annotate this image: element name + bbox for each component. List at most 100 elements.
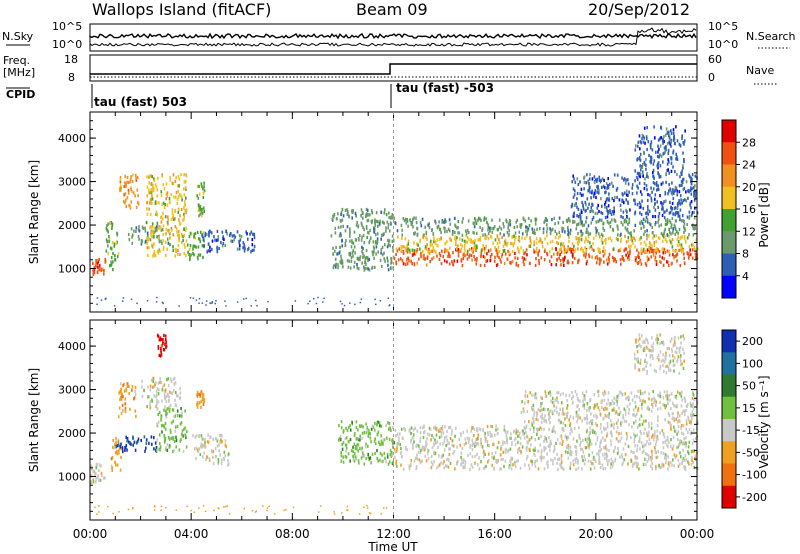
velocity-cell <box>556 461 558 465</box>
power-cell <box>651 244 653 248</box>
power-cell <box>204 231 207 235</box>
power-cell <box>569 232 572 236</box>
power-cell <box>389 216 392 220</box>
velocity-cell <box>613 401 616 405</box>
power-cell <box>626 215 628 219</box>
power-cell <box>445 219 447 224</box>
velocity-cell <box>472 426 474 430</box>
velocity-cell <box>550 399 552 403</box>
power-cell <box>659 175 662 179</box>
power-cell <box>639 164 641 168</box>
power-cell <box>567 225 569 230</box>
power-cell <box>441 249 443 253</box>
velocity-cell <box>624 412 627 416</box>
power-cell <box>672 128 675 132</box>
velocity-cell <box>150 378 153 382</box>
power-cell <box>167 228 169 232</box>
power-cell <box>357 267 360 271</box>
power-cell <box>473 244 476 248</box>
power-cell <box>658 224 660 228</box>
velocity-cell <box>544 435 546 439</box>
velocity-cell <box>412 433 415 437</box>
velocity-cell <box>628 408 630 412</box>
power-cell <box>668 253 671 257</box>
power-cell <box>356 262 358 267</box>
power-cell <box>127 188 130 192</box>
velocity-cell <box>614 446 617 450</box>
power-cell <box>111 226 113 230</box>
power-cell <box>533 241 535 245</box>
velocity-cell <box>440 455 443 459</box>
power-cell <box>622 256 625 261</box>
velocity-cell <box>473 427 476 431</box>
power-cell <box>476 257 478 261</box>
power-cell <box>650 196 653 200</box>
velocity-cell <box>668 362 671 366</box>
velocity-cell <box>603 390 606 394</box>
power-cell <box>621 255 624 259</box>
velocity-cell <box>646 361 648 365</box>
power-cell <box>506 230 509 235</box>
power-cell <box>546 253 549 257</box>
velocity-cell <box>600 399 603 404</box>
velocity-cell <box>93 470 96 474</box>
power-cell <box>376 240 379 244</box>
power-cell <box>538 240 540 244</box>
power-cell <box>468 248 471 252</box>
power-cell <box>642 249 645 253</box>
power-cell <box>660 154 663 158</box>
power-cell <box>466 257 469 261</box>
power-cell <box>689 248 691 252</box>
velocity-cell <box>588 408 591 412</box>
velocity-cell <box>652 433 654 437</box>
velocity-cell <box>115 436 117 441</box>
velocity-cell <box>648 424 650 429</box>
power-cell <box>374 265 376 269</box>
power-cell <box>174 217 176 221</box>
power-cell <box>352 249 355 253</box>
velocity-cell <box>388 422 391 426</box>
power-cell <box>434 250 437 254</box>
velocity-cell <box>434 438 436 442</box>
power-cell <box>591 202 593 206</box>
power-cell <box>407 239 410 243</box>
velocity-cell <box>499 467 501 471</box>
velocity-cell <box>100 464 102 468</box>
power-cell <box>516 218 519 222</box>
power-cell <box>381 264 383 269</box>
power-cell <box>104 257 107 261</box>
velocity-cell <box>619 390 621 394</box>
velocity-cell <box>174 414 177 418</box>
velocity-cell <box>165 340 167 344</box>
velocity-cell <box>672 444 675 448</box>
power-cell <box>651 231 654 235</box>
velocity-cell <box>645 419 647 423</box>
velocity-cell <box>502 450 505 454</box>
power-cell <box>666 217 669 222</box>
velocity-cell <box>666 397 669 401</box>
power-cell <box>577 247 579 251</box>
power-cell <box>672 138 675 142</box>
velocity-cell <box>447 426 450 430</box>
power-cell <box>165 227 168 231</box>
power-cell <box>473 231 475 235</box>
power-cell <box>692 243 694 247</box>
velocity-cell <box>627 444 630 448</box>
power-cell <box>653 234 655 238</box>
velocity-cell <box>662 463 665 467</box>
velocity-cell <box>378 440 380 444</box>
power-cell <box>634 238 636 242</box>
velocity-cell <box>575 446 578 450</box>
power-cell <box>668 227 670 231</box>
power-cell <box>444 247 446 251</box>
velocity-cell <box>560 420 562 424</box>
power-cell <box>535 217 538 221</box>
power-cell <box>183 187 185 191</box>
velocity-cell <box>577 461 579 465</box>
power-cell <box>426 247 428 251</box>
velocity-cell <box>680 390 683 394</box>
power-cell <box>207 249 210 253</box>
power-cell <box>486 234 488 238</box>
power-cell <box>646 220 649 224</box>
power-cell <box>177 248 179 252</box>
